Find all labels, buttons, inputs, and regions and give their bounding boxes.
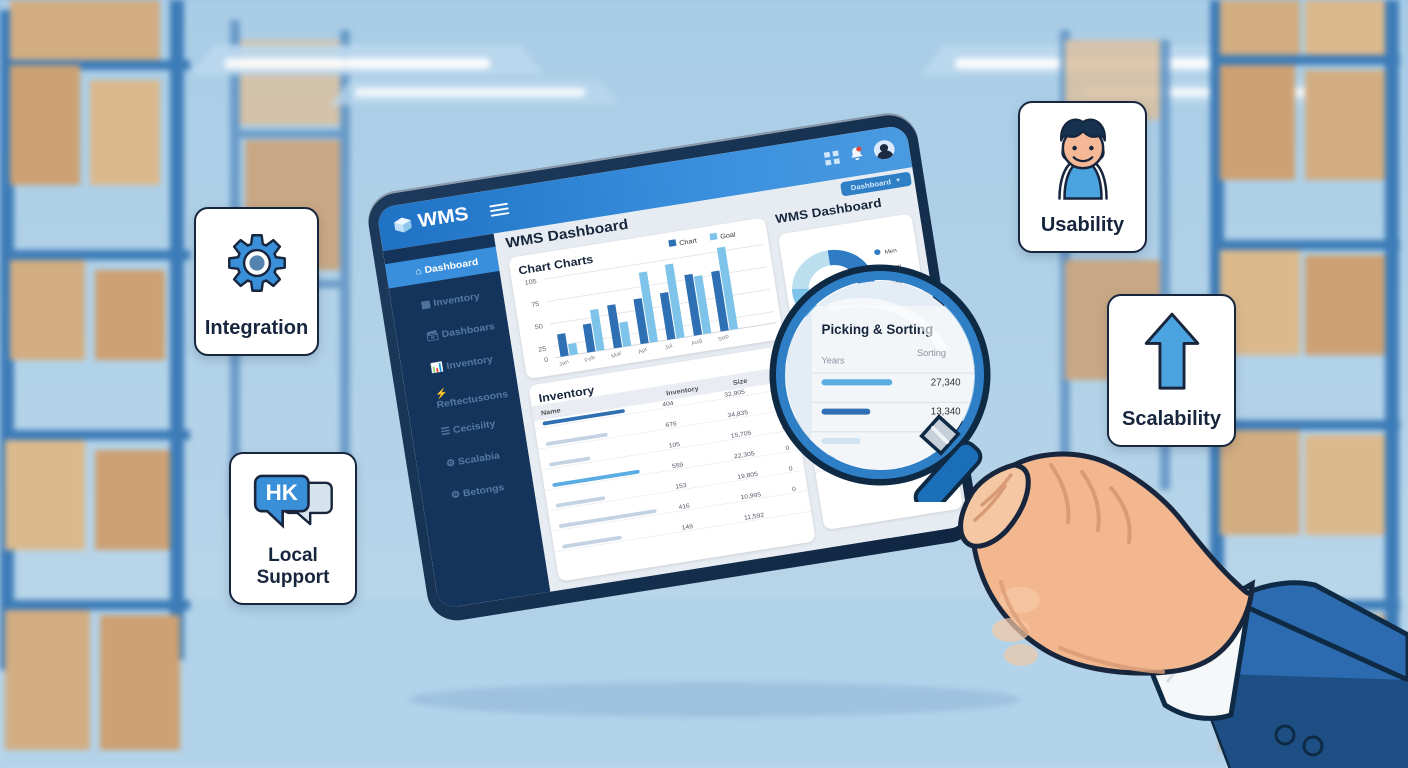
svg-text:105: 105 [524, 278, 537, 286]
svg-text:Jan: Jan [558, 359, 570, 368]
svg-text:50: 50 [534, 323, 543, 331]
svg-text:Chart: Chart [679, 238, 698, 247]
svg-text:Years: Years [822, 355, 845, 365]
svg-text:Aug: Aug [691, 338, 704, 347]
svg-text:75: 75 [531, 301, 540, 309]
svg-text:Mar: Mar [611, 351, 623, 360]
svg-text:13,340: 13,340 [931, 407, 961, 418]
svg-text:25: 25 [538, 346, 547, 354]
svg-text:Apr: Apr [637, 347, 648, 356]
svg-text:Jul: Jul [664, 343, 674, 351]
svg-text:Sep: Sep [717, 333, 730, 343]
svg-text:Feb: Feb [584, 355, 597, 365]
svg-text:HK: HK [266, 480, 298, 505]
svg-text:0: 0 [544, 357, 549, 364]
svg-text:Goal: Goal [720, 232, 737, 241]
svg-text:27,340: 27,340 [931, 377, 961, 388]
